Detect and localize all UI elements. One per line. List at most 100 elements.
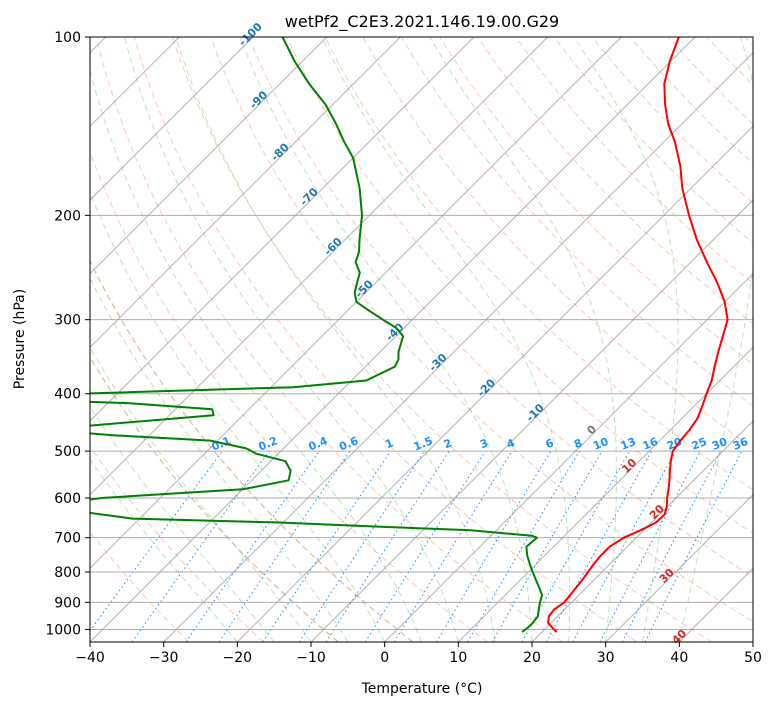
dry-adiabat-line: [90, 259, 414, 642]
isotherm-line: [163, 51, 753, 642]
y-tick-label: 900: [54, 595, 81, 611]
plot-frame: [89, 36, 754, 643]
y-tick-label: 200: [54, 208, 81, 224]
dry-adiabat-line: [286, 37, 753, 534]
isotherm-label: -60: [322, 235, 345, 258]
mixing-ratio-line: [393, 450, 513, 642]
y-tick-label: 300: [54, 313, 81, 329]
isotherm-label: -100: [236, 20, 265, 49]
mixing-ratio-line: [599, 450, 701, 642]
mixing-ratio-line: [572, 450, 677, 642]
mixing-ratio-label: 13: [619, 435, 638, 453]
isotherm-label: 20: [647, 502, 667, 522]
mixing-ratio-line: [185, 450, 320, 642]
y-axis: 100 200 300 400 500 600 700 800 900 1000: [45, 30, 90, 638]
mixing-ratio-label: 1: [383, 436, 395, 451]
x-tick-label: −20: [223, 650, 253, 666]
dry-adiabat-line: [95, 37, 563, 642]
x-tick-label: 30: [597, 650, 615, 666]
chart-title: wetPf2_C2E3.2021.146.19.00.G29: [285, 12, 559, 32]
boundary-dry-adiabat-line: [90, 355, 339, 642]
profile-area: [90, 37, 729, 633]
isotherm-line: [90, 37, 401, 349]
mixing-ratio-label: 25: [690, 435, 709, 453]
sounding-profiles: [90, 37, 729, 633]
isotherm-label: -80: [269, 140, 292, 163]
moist-adiabat-line: [321, 37, 571, 642]
isotherm-line: [90, 37, 549, 496]
mixing-ratio-label: 30: [710, 435, 729, 453]
x-axis: −40 −30 −20 −10 0 10 20 30 40 50: [75, 642, 762, 666]
dry-adiabat-line: [248, 37, 753, 578]
plot-area: [90, 37, 753, 642]
moist-adiabat-line: [90, 277, 349, 642]
mixing-ratio-label: 36: [731, 435, 750, 453]
temperature-profile-line: [547, 37, 729, 633]
y-tick-label: 100: [54, 30, 81, 46]
moist-adiabat-line: [124, 37, 459, 642]
mixing-ratio-label: 6: [544, 436, 556, 451]
y-tick-label: 800: [54, 565, 81, 581]
dry-adiabat-line: [553, 37, 753, 244]
moist-adiabat-line: [90, 458, 238, 642]
isotherm-line: [90, 37, 475, 422]
moist-adiabat-line: [429, 37, 617, 642]
x-tick-label: 10: [449, 650, 467, 666]
mixing-ratio-label: 8: [572, 436, 584, 451]
mixing-ratio-line: [218, 450, 351, 642]
isotherm-line: [310, 199, 753, 642]
y-tick-label: 700: [54, 531, 81, 547]
isotherm-line: [90, 37, 622, 570]
isotherm-line: [605, 493, 753, 642]
mixing-ratio-label: 16: [641, 435, 660, 453]
x-tick-label: 20: [523, 650, 541, 666]
x-tick-label: −10: [296, 650, 326, 666]
plot-background: [90, 37, 753, 642]
moist-adiabat-line: [90, 346, 312, 642]
isotherm-label: 10: [619, 456, 639, 476]
mixing-ratio-line: [262, 450, 392, 642]
dry-adiabat-line: [90, 531, 190, 642]
mixing-ratio-line: [131, 450, 270, 642]
isotherm-line: [752, 641, 753, 642]
isotherm-line: [90, 37, 696, 642]
moist-adiabat-line: [90, 67, 422, 642]
mixing-ratio-label: 3: [478, 436, 490, 451]
mixing-ratio-line: [90, 450, 223, 632]
isotherm-line: [531, 420, 753, 642]
moist-adiabat-line: [678, 37, 753, 642]
dewpoint-profile-line: [90, 37, 544, 633]
isotherm-line: [90, 37, 328, 275]
boundary-dry-adiabat-line: [90, 259, 414, 642]
x-tick-label: −40: [75, 650, 105, 666]
isotherm-line: [457, 346, 753, 642]
y-tick-label: 500: [54, 444, 81, 460]
isotherm-label: -70: [298, 185, 321, 208]
dry-adiabat-line: [133, 37, 638, 642]
isotherm-line: [678, 567, 753, 642]
isotherm-label: -90: [247, 88, 270, 111]
moist-adiabat-line: [90, 405, 275, 642]
isotherm-label: -30: [426, 351, 449, 374]
y-tick-label: 600: [54, 491, 81, 507]
moist-adiabat-line: [175, 37, 496, 642]
mixing-ratio-label: 20: [665, 435, 684, 453]
mixing-ratio-line: [364, 450, 486, 642]
dry-adiabat-line: [90, 445, 264, 642]
isotherm-line: [236, 125, 753, 642]
mixing-ratio-label: 2: [442, 436, 454, 451]
x-tick-label: −30: [149, 650, 179, 666]
dry-adiabat-line: [324, 37, 753, 491]
mixing-ratio-line: [644, 450, 743, 642]
dry-adiabat-line: [515, 37, 753, 284]
moist-adiabat-line: [239, 37, 533, 642]
mixing-ratio-line: [298, 450, 425, 642]
mixing-ratio-line: [467, 450, 580, 642]
x-axis-label: Temperature (°C): [361, 681, 483, 697]
y-axis-label: Pressure (hPa): [12, 289, 28, 389]
dry-adiabat-line: [90, 150, 488, 642]
x-tick-label: 50: [744, 650, 762, 666]
dry-adiabat-line: [591, 37, 753, 204]
y-tick-label: 400: [54, 387, 81, 403]
isotherm-line: [90, 37, 254, 201]
